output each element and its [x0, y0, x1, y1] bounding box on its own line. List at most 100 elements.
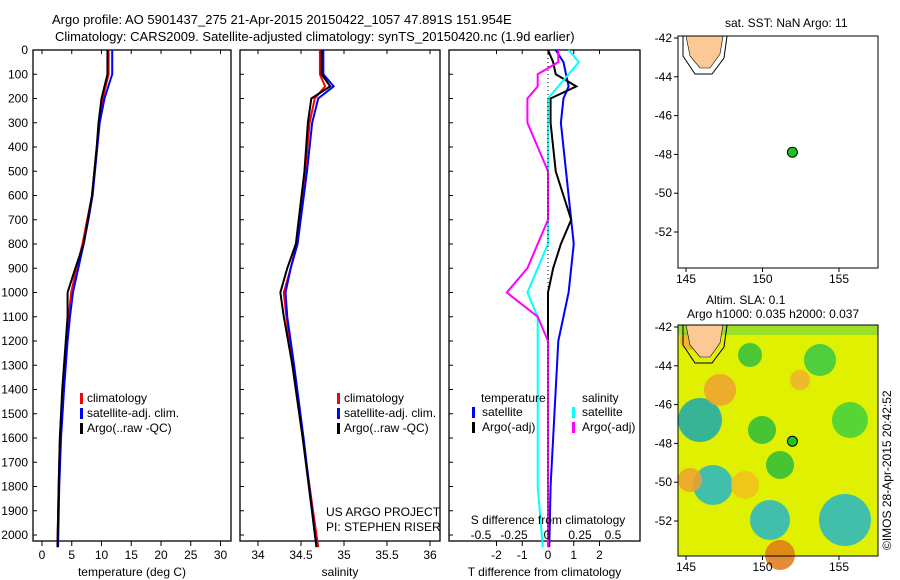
sla-anomaly: [790, 370, 810, 390]
y-tick-label: 100: [8, 67, 28, 81]
y-tick-label: 800: [8, 237, 28, 251]
x-tick-label: 0: [39, 548, 46, 562]
project-label: US ARGO PROJECT: [326, 505, 441, 519]
y-tick-label: 700: [8, 213, 28, 227]
map-frame: [677, 35, 879, 269]
series-line-s-argo-adj-: [505, 50, 560, 548]
y-tick-label: 0: [21, 43, 28, 57]
legend-label: satellite: [482, 405, 523, 419]
sla-map-subtitle: Argo h1000: 0.035 h2000: 0.037: [687, 307, 860, 321]
y-tick-label: 1800: [1, 480, 28, 494]
y-tick-label: 900: [8, 261, 28, 275]
legend-swatch: [572, 422, 575, 433]
series-line-satellite-adj-clim-: [284, 50, 336, 548]
x-tick-label: 36: [423, 548, 437, 562]
map-y-tick-label: -48: [655, 436, 673, 450]
x-tick-label: 10: [95, 548, 109, 562]
x-tick-label: -2: [491, 548, 502, 562]
y-tick-label: 300: [8, 116, 28, 130]
legend-swatch: [80, 393, 83, 404]
legend-swatch: [80, 423, 83, 434]
series-line-t-satellite: [548, 49, 575, 548]
sla-anomaly: [693, 465, 733, 505]
sst-map: [674, 35, 879, 272]
y-tick-label: 200: [8, 92, 28, 106]
map-y-tick-label: -52: [655, 514, 673, 528]
sla-anomaly: [819, 494, 871, 546]
x-tick-label: 5: [68, 548, 75, 562]
x-tick-label: 15: [125, 548, 139, 562]
profile-panel-frame: [448, 49, 641, 542]
map-y-tick-label: -42: [655, 320, 673, 334]
legend-swatch: [472, 407, 475, 418]
map-y-tick-label: -50: [655, 475, 673, 489]
x-tick-label: 30: [214, 548, 228, 562]
x-tick-label: 20: [154, 548, 168, 562]
map-y-tick-label: -42: [655, 31, 673, 45]
s-tick-label: 0.5: [605, 528, 622, 542]
sla-anomaly: [748, 416, 776, 444]
y-tick-label: 1000: [1, 286, 28, 300]
map-y-tick-label: -52: [655, 225, 673, 239]
y-tick-label: 1100: [2, 310, 28, 324]
legend-label: climatology: [87, 391, 147, 405]
sla-anomaly: [704, 374, 736, 406]
sla-anomaly: [678, 398, 722, 442]
argo-float-location-marker: [786, 435, 798, 447]
imos-credit: ©IMOS 28-Apr-2015 20:42:52: [880, 390, 894, 550]
sla-anomaly: [766, 451, 794, 479]
sla-anomaly: [832, 402, 868, 438]
legend-label: satellite-adj. clim.: [87, 406, 179, 420]
series-line-argo-raw-qc-: [56, 50, 109, 548]
y-tick-label: 1500: [1, 407, 28, 421]
y-tick-label: 1300: [1, 358, 28, 372]
x-tick-label: 34.5: [289, 548, 313, 562]
sla-anomaly: [678, 468, 702, 492]
x-tick-label: -1: [517, 548, 528, 562]
sla-anomaly: [804, 344, 836, 376]
sla-map: [674, 324, 879, 570]
y-tick-label: 600: [8, 189, 28, 203]
map-y-tick-label: -46: [655, 398, 673, 412]
map-y-tick-label: -50: [655, 186, 673, 200]
map-frame: [677, 324, 879, 557]
series-line-argo-raw-qc-: [279, 50, 332, 548]
legend-swatch: [572, 407, 575, 418]
y-tick-label: 1200: [1, 334, 28, 348]
y-tick-label: 400: [8, 140, 28, 154]
x-tick-label: 2: [596, 548, 603, 562]
map-x-tick-label: 150: [752, 560, 772, 574]
legend-label: Argo(..raw -QC): [87, 421, 172, 435]
s-axis-label: S difference from climatology: [471, 513, 626, 527]
legend-label: climatology: [344, 391, 404, 405]
x-tick-label: 1: [570, 548, 577, 562]
map-y-tick-label: -48: [655, 147, 673, 161]
s-tick-label: -0.5: [471, 528, 492, 542]
x-tick-label: 34: [251, 548, 265, 562]
sla-map-title: Altim. SLA: 0.1: [706, 293, 786, 307]
legend-swatch: [337, 423, 340, 434]
legend-label: Argo(-adj): [482, 420, 535, 434]
series-line-s-satellite: [526, 49, 581, 548]
map-x-tick-label: 145: [676, 272, 696, 286]
y-tick-label: 1700: [1, 455, 28, 469]
profile-panel-frame: [32, 49, 232, 542]
legend-label: satellite: [582, 405, 623, 419]
map-y-tick-label: -44: [655, 70, 673, 84]
sla-anomaly: [765, 540, 795, 570]
x-axis-label: T difference from climatology: [468, 565, 622, 579]
y-tick-label: 1900: [1, 504, 28, 518]
s-tick-label: 0.25: [568, 528, 592, 542]
figure-title-line1: Argo profile: AO 5901437_275 21-Apr-2015…: [52, 12, 512, 27]
legend-swatch: [80, 408, 83, 419]
pi-label: PI: STEPHEN RISER: [326, 520, 441, 534]
x-tick-label: 35: [337, 548, 351, 562]
x-axis-label: salinity: [322, 565, 359, 579]
sla-band: [678, 325, 878, 335]
map-x-tick-label: 155: [829, 560, 849, 574]
series-line-climatology: [56, 50, 110, 548]
map-x-tick-label: 145: [676, 560, 696, 574]
y-tick-label: 500: [8, 164, 28, 178]
legend-swatch: [337, 408, 340, 419]
